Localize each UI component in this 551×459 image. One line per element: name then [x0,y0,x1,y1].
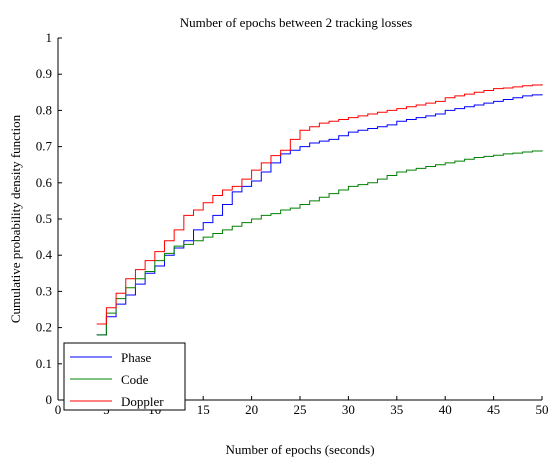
y-axis-label: Cumulative probability density function [8,114,23,323]
legend-label-phase: Phase [121,350,152,365]
y-tick-label: 0.5 [36,211,52,226]
legend-box [63,342,186,411]
y-tick-label: 0.1 [36,356,52,371]
series-line-doppler [96,83,543,325]
legend: Phase Code Doppler [63,342,186,411]
legend-label-doppler: Doppler [121,394,164,409]
x-tick-label: 35 [390,402,403,417]
y-ticks: 0 0.1 0.2 0.3 0.4 0.5 0.6 0.7 0.8 0.9 1 [36,30,62,407]
x-tick-label: 40 [439,402,452,417]
x-tick-label: 0 [55,402,62,417]
y-tick-label: 0.3 [36,283,52,298]
series-lines [96,83,543,336]
x-tick-label: 25 [294,402,307,417]
x-tick-label: 15 [197,402,210,417]
plot-frame [58,38,542,400]
y-tick-label: 0 [46,392,53,407]
y-tick-label: 1 [46,30,53,45]
y-tick-label: 0.7 [36,139,53,154]
x-tick-label: 20 [245,402,258,417]
x-tick-label: 50 [536,402,549,417]
y-tick-label: 0.2 [36,320,52,335]
x-tick-label: 30 [342,402,355,417]
plot-area: 05101520253035404550 00.10.20.30.40.50.6… [36,30,549,417]
y-tick-label: 0.9 [36,66,52,81]
x-tick-label: 45 [487,402,500,417]
series-line-code [96,150,543,336]
y-tick-label: 0.8 [36,102,52,117]
x-ticks: 05101520253035404550 [55,396,549,417]
y-tick-label: 0.6 [36,175,53,190]
x-axis-label: Number of epochs (seconds) [225,442,374,457]
legend-label-code: Code [121,372,149,387]
y-tick-label: 0.4 [36,247,53,262]
chart-title: Number of epochs between 2 tracking loss… [180,15,413,30]
